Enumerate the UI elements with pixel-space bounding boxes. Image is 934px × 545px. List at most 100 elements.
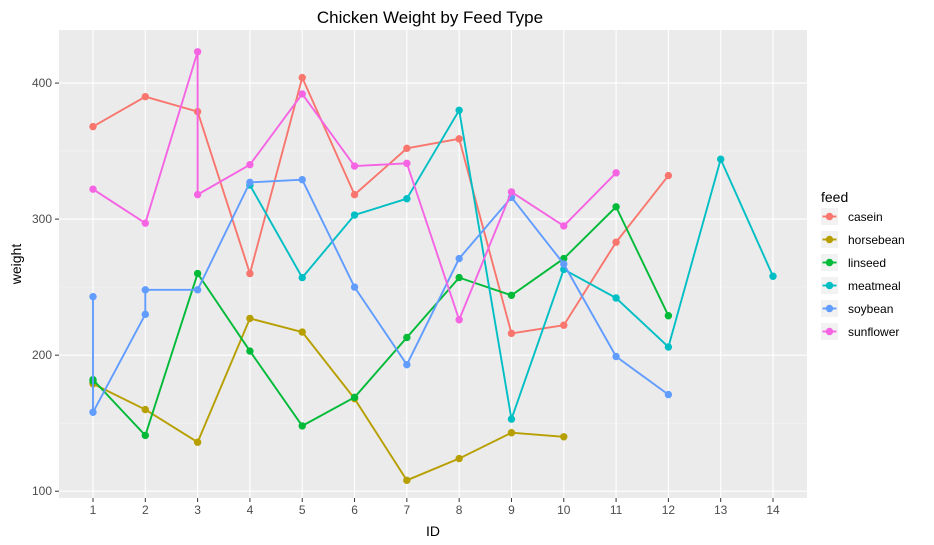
data-point-casein — [612, 238, 620, 246]
data-point-meatmeal — [403, 194, 411, 203]
data-point-soybean — [89, 292, 97, 301]
data-point-sunflower — [403, 159, 411, 168]
data-point-soybean — [141, 286, 150, 294]
data-point-horsebean — [246, 314, 254, 323]
data-point-horsebean — [403, 476, 411, 485]
data-point-sunflower — [298, 90, 306, 98]
data-point-casein — [350, 190, 359, 199]
legend-label-meatmeal: meatmeal — [848, 279, 901, 293]
legend-label-horsebean: horsebean — [848, 233, 905, 247]
data-point-casein — [246, 269, 254, 278]
x-tick-label: 7 — [404, 503, 411, 517]
data-point-soybean — [664, 390, 673, 399]
data-point-sunflower — [141, 219, 150, 227]
data-point-horsebean — [455, 454, 463, 463]
legend-label-linseed: linseed — [848, 256, 886, 270]
data-point-sunflower — [89, 185, 97, 193]
data-point-casein — [455, 135, 463, 143]
series-linseed — [89, 203, 673, 440]
y-tick-label: 100 — [32, 484, 52, 498]
plot-panel — [59, 30, 807, 498]
data-point-meatmeal — [298, 273, 306, 282]
data-point-soybean — [350, 283, 359, 291]
x-tick-label: 11 — [610, 503, 623, 517]
data-point-horsebean — [193, 438, 202, 446]
data-point-linseed — [298, 422, 306, 430]
series-line-horsebean — [92, 317, 564, 482]
data-point-sunflower — [193, 48, 202, 56]
data-point-soybean — [193, 286, 202, 294]
legend: feed casein horsebean linseed meatmeal soybe… — [821, 189, 905, 340]
x-tick-label: 4 — [247, 503, 254, 517]
data-point-meatmeal — [664, 343, 673, 351]
data-point-linseed — [664, 311, 673, 320]
data-point-linseed — [507, 291, 516, 299]
legend-item-sunflower: sunflower — [821, 323, 899, 340]
x-tick-label: 10 — [557, 503, 571, 517]
data-point-linseed — [455, 273, 463, 282]
legend-key-point-sunflower — [825, 327, 834, 336]
data-point-soybean — [612, 352, 620, 361]
series-sunflower — [89, 48, 620, 324]
legend-key-point-meatmeal — [825, 281, 834, 290]
data-point-sunflower — [193, 190, 202, 199]
data-point-linseed — [350, 393, 359, 402]
x-tick-label: 1 — [90, 503, 97, 517]
data-point-linseed — [246, 347, 254, 355]
chart-title: Chicken Weight by Feed Type — [317, 8, 543, 27]
x-tick-label: 12 — [662, 503, 676, 517]
data-point-soybean — [455, 254, 463, 263]
series-layer — [89, 48, 777, 485]
y-tick-label: 200 — [32, 348, 52, 362]
legend-label-soybean: soybean — [848, 302, 893, 316]
data-point-sunflower — [350, 162, 359, 170]
legend-key-point-soybean — [825, 304, 834, 313]
data-point-soybean — [560, 260, 568, 268]
x-tick-label: 5 — [299, 503, 306, 517]
data-point-meatmeal — [716, 155, 725, 163]
data-point-linseed — [403, 333, 411, 342]
x-axis-title: ID — [426, 523, 440, 539]
legend-title: feed — [821, 189, 848, 205]
data-point-horsebean — [298, 328, 306, 336]
data-point-sunflower — [507, 188, 516, 196]
minor-gridlines — [59, 150, 807, 424]
data-point-linseed — [612, 203, 620, 211]
data-point-horsebean — [507, 428, 516, 437]
legend-item-casein: casein — [821, 208, 883, 225]
series-casein — [89, 73, 673, 338]
data-point-meatmeal — [350, 211, 359, 219]
legend-item-meatmeal: meatmeal — [821, 277, 901, 294]
y-axis-title: weight — [8, 244, 24, 286]
x-tick-label: 8 — [456, 503, 463, 517]
y-tick-label: 300 — [32, 212, 52, 226]
data-point-linseed — [141, 431, 150, 440]
data-point-meatmeal — [769, 272, 777, 280]
data-point-casein — [507, 329, 516, 338]
data-point-sunflower — [455, 316, 463, 324]
x-tick-label: 6 — [351, 503, 358, 517]
x-tick-label: 14 — [766, 503, 780, 517]
x-tick-label: 2 — [142, 503, 149, 517]
data-point-soybean — [141, 310, 150, 319]
legend-label-casein: casein — [848, 210, 883, 224]
data-point-casein — [141, 92, 150, 101]
data-point-casein — [560, 321, 568, 329]
series-line-soybean — [92, 178, 669, 414]
data-point-meatmeal — [455, 106, 463, 114]
y-axis: 100 200 300 400 — [32, 76, 59, 498]
legend-key-point-casein — [825, 212, 834, 221]
data-point-casein — [403, 144, 411, 153]
series-horsebean — [89, 314, 568, 485]
data-point-soybean — [246, 178, 254, 187]
data-point-horsebean — [560, 433, 568, 441]
data-point-soybean — [298, 175, 306, 184]
x-axis: 1 2 3 4 5 6 7 8 9 10 11 12 13 14 — [90, 498, 780, 517]
x-tick-label: 3 — [194, 503, 201, 517]
x-tick-label: 13 — [714, 503, 728, 517]
data-point-linseed — [193, 269, 202, 278]
data-point-soybean — [89, 408, 97, 416]
legend-item-horsebean: horsebean — [821, 231, 905, 248]
series-line-sunflower — [92, 50, 617, 321]
